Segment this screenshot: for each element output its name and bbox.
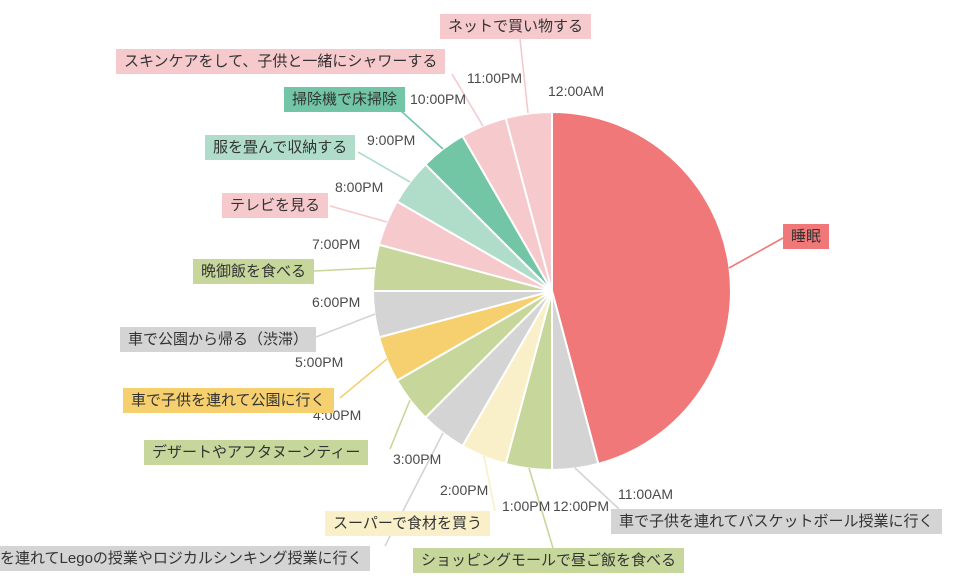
slice-label-dinner: 晩御飯を食べる [193,259,315,284]
leader-line-skincare-shower [451,73,484,127]
leader-line-drive-to-park [339,358,388,399]
time-tick-12-00am: 12:00AM [548,83,605,99]
time-tick-1-00pm: 1:00PM [502,498,551,514]
pie-slice-online-shopping[interactable] [504,110,553,292]
leader-line-drive-from-park [315,313,376,338]
time-tick-8-00pm: 8:00PM [335,179,384,195]
leader-line-dinner [313,267,376,272]
leader-line-fold-clothes [357,151,411,183]
leader-line-basketball-class [574,467,620,510]
time-tick-5-00pm: 5:00PM [295,354,344,370]
slice-label-watch-tv: テレビを見る [222,193,329,218]
time-tick-12-00pm: 12:00PM [553,498,610,514]
slice-label-lego-class: を連れてLegoの授業やロジカルシンキング授業に行く [0,546,371,571]
leader-line-mall-lunch [528,467,554,549]
pie [371,110,732,472]
slice-label-drive-from-park: 車で公園から帰る（渋滞） [120,327,317,352]
slice-label-vacuum-floor: 掃除機で床掃除 [284,87,406,112]
leader-lines [313,38,784,549]
slice-label-mall-lunch: ショッピングモールで昼ご飯を食べる [413,548,685,573]
slice-label-afternoon-tea: デザートやアフタヌーンティー [144,440,369,465]
leader-line-online-shopping [519,38,529,114]
leader-line-watch-tv [329,205,388,223]
slice-label-sleep: 睡眠 [783,224,830,249]
slice-label-skincare-shower: スキンケアをして、子供と一緒にシャワーする [116,49,446,74]
time-tick-10-00pm: 10:00PM [410,91,467,107]
time-tick-2-00pm: 2:00PM [440,482,489,498]
time-tick-9-00pm: 9:00PM [367,132,416,148]
leader-line-supermarket [483,455,496,512]
slice-label-drive-to-park: 車で子供を連れて公園に行く [123,388,334,413]
leader-line-afternoon-tea [389,399,411,450]
time-tick-11-00am: 11:00AM [618,486,673,502]
slice-label-fold-clothes: 服を畳んで収納する [205,135,356,160]
leader-line-sleep [728,237,784,269]
slice-label-supermarket: スーパーで食材を買う [325,511,490,536]
leader-line-vacuum-floor [399,109,444,150]
time-tick-6-00pm: 6:00PM [312,294,361,310]
time-tick-11-00pm: 11:00PM [467,70,522,86]
time-tick-7-00pm: 7:00PM [312,236,361,252]
slice-label-online-shopping: ネットで買い物する [440,14,592,39]
time-tick-3-00pm: 3:00PM [393,451,442,467]
slice-label-basketball-class: 車で子供を連れてバスケットボール授業に行く [611,509,942,534]
